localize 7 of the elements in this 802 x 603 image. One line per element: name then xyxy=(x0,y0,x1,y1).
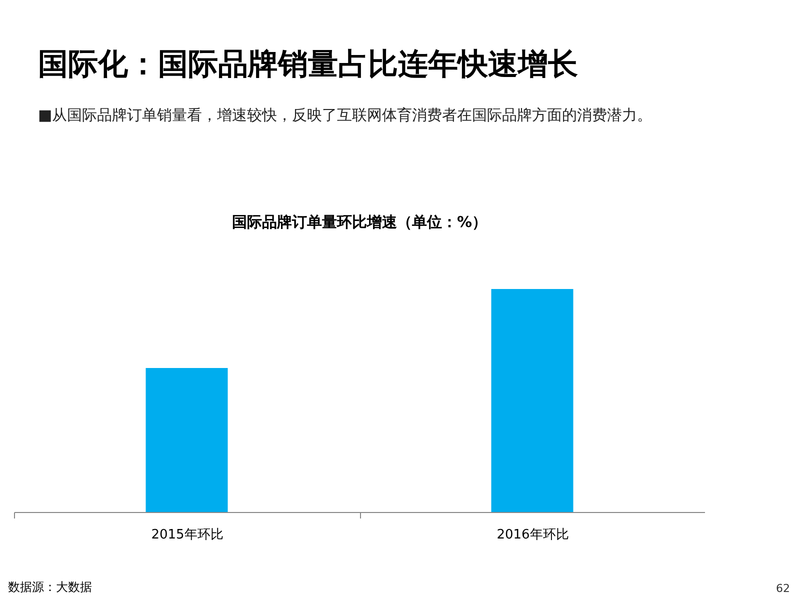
text: 62 xyxy=(776,582,790,595)
x-tick-label: 2016年环比 xyxy=(496,528,569,542)
chart-title: 国际化：国际品牌销量占比连年快速增长 xyxy=(38,46,578,84)
text: 数据源：大数据 xyxy=(8,579,92,596)
text: 国际品牌订单量环比增速（单位：%） xyxy=(232,213,488,231)
x-tick-label: 2015年环比 xyxy=(151,528,224,542)
chart-subtitle: ■从国际品牌订单销量看，增速较快，反映了互联网体育消费者在国际品牌方面的消费潜力。 xyxy=(38,106,652,125)
